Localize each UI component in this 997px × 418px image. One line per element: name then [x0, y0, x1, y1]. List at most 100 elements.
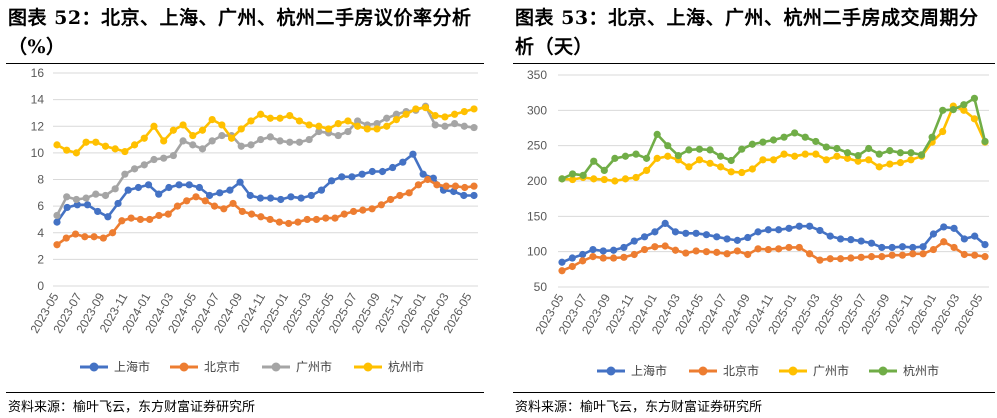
data-point — [72, 149, 80, 157]
data-point — [723, 235, 731, 243]
data-point — [822, 143, 830, 151]
data-point — [826, 255, 834, 263]
data-point — [674, 151, 682, 160]
data-point — [307, 191, 315, 200]
data-point — [769, 156, 778, 164]
chart-title: 图表 52：北京、上海、广州、杭州二手房议价率分析（%） — [8, 7, 472, 58]
data-point — [136, 215, 144, 224]
data-point — [266, 133, 274, 141]
data-point — [146, 215, 154, 224]
data-point — [277, 195, 285, 204]
data-point — [344, 127, 352, 136]
data-point — [875, 150, 883, 158]
data-point — [907, 149, 915, 157]
data-point — [917, 151, 926, 159]
line-chart-transaction-cycle: 501001502002503003502023-052023-072023-0… — [527, 68, 989, 378]
data-point — [888, 243, 896, 252]
data-point — [801, 150, 809, 158]
data-point — [53, 141, 61, 149]
data-point — [775, 226, 783, 234]
data-point — [348, 173, 356, 181]
data-point — [806, 222, 814, 230]
data-point — [402, 110, 410, 118]
data-point — [589, 253, 597, 261]
data-point — [368, 167, 376, 176]
data-point — [960, 101, 968, 109]
y-tick-label: 300 — [527, 103, 547, 117]
legend-label: 广州市 — [296, 359, 332, 374]
data-point — [632, 150, 640, 158]
data-point — [812, 150, 820, 158]
data-point — [854, 151, 862, 160]
data-point — [692, 229, 700, 237]
data-point — [344, 117, 352, 125]
data-point — [349, 207, 358, 216]
series-2 — [558, 238, 989, 275]
data-point — [833, 152, 841, 160]
data-point — [295, 117, 304, 125]
data-point — [611, 154, 619, 162]
data-point — [822, 156, 830, 164]
data-point — [470, 105, 478, 113]
data-point — [354, 122, 362, 130]
data-point — [785, 224, 793, 232]
data-point — [433, 181, 441, 189]
data-point — [568, 254, 576, 262]
y-tick-label: 350 — [527, 68, 547, 82]
data-point — [949, 106, 957, 114]
data-point — [568, 170, 577, 178]
data-point — [939, 127, 947, 136]
bottom-rule — [513, 392, 995, 393]
data-point — [671, 228, 680, 236]
data-point — [460, 122, 468, 130]
legend-marker — [179, 362, 189, 372]
data-point — [878, 253, 886, 261]
data-point — [383, 114, 391, 122]
legend-label: 广州市 — [813, 363, 849, 378]
data-point — [909, 243, 917, 252]
data-point — [727, 168, 735, 176]
data-point — [150, 122, 158, 130]
legend-entry: 广州市 — [779, 363, 849, 378]
data-point — [780, 150, 788, 158]
data-point — [775, 245, 783, 253]
data-point — [140, 134, 148, 142]
data-point — [579, 171, 587, 179]
data-point — [744, 233, 752, 242]
data-point — [266, 114, 274, 122]
data-point — [82, 194, 90, 202]
source-note: 资料来源：榆叶飞云，东方财富证券研究所 — [8, 400, 256, 415]
data-point — [169, 151, 177, 160]
data-point — [396, 191, 404, 200]
data-point — [118, 217, 126, 225]
data-point — [195, 183, 203, 192]
data-point — [216, 189, 224, 197]
data-point — [257, 213, 265, 221]
data-point — [409, 150, 417, 158]
data-point — [558, 175, 566, 183]
data-point — [246, 191, 254, 200]
data-point — [940, 238, 948, 246]
data-point — [368, 205, 376, 213]
data-point — [286, 112, 294, 120]
data-point — [389, 163, 397, 172]
data-point — [305, 135, 313, 144]
data-point — [63, 193, 71, 201]
data-point — [754, 245, 762, 253]
data-point — [643, 166, 651, 174]
data-point — [857, 237, 865, 245]
data-point — [179, 121, 187, 129]
data-point — [748, 140, 756, 148]
data-point — [312, 215, 321, 224]
data-point — [387, 195, 395, 204]
data-point — [886, 147, 894, 155]
y-tick-label: 10 — [31, 146, 45, 160]
data-point — [338, 173, 346, 181]
data-point — [706, 146, 714, 154]
legend-marker — [698, 366, 708, 376]
legend-marker — [878, 366, 888, 376]
y-tick-label: 100 — [527, 245, 547, 259]
data-point — [717, 163, 725, 171]
data-point — [579, 250, 587, 259]
legend-label: 上海市 — [114, 359, 150, 374]
